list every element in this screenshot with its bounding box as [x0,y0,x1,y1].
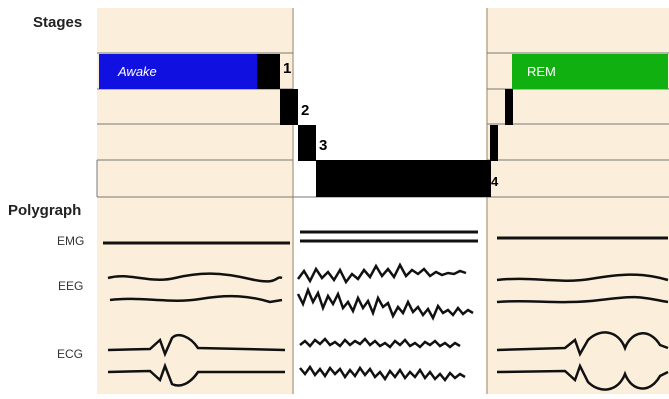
stages-heading: Stages [33,14,83,31]
ecg-traces [107,331,669,391]
ascent-block-2 [505,89,513,125]
eeg-label: EEG [58,279,84,293]
awake-bar [99,54,257,89]
awake-bar-end [257,54,280,89]
stage-4-bar [316,160,491,197]
emg-traces [103,230,668,245]
awake-label: Awake [117,64,157,79]
polygraph-heading: Polygraph [8,202,82,219]
ascent-block-1 [490,125,498,161]
stage-number-4: 4 [491,174,499,189]
emg-label: EMG [57,234,85,248]
eeg-traces [107,262,669,321]
stage-2-block [280,89,298,125]
rem-bar [512,54,668,89]
stage-number-1: 1 [283,60,291,77]
stage-3-block [298,125,316,161]
stage-number-3: 3 [319,137,327,154]
ecg-label: ECG [57,347,84,361]
stage-number-2: 2 [301,102,309,119]
rem-label: REM [527,64,556,79]
